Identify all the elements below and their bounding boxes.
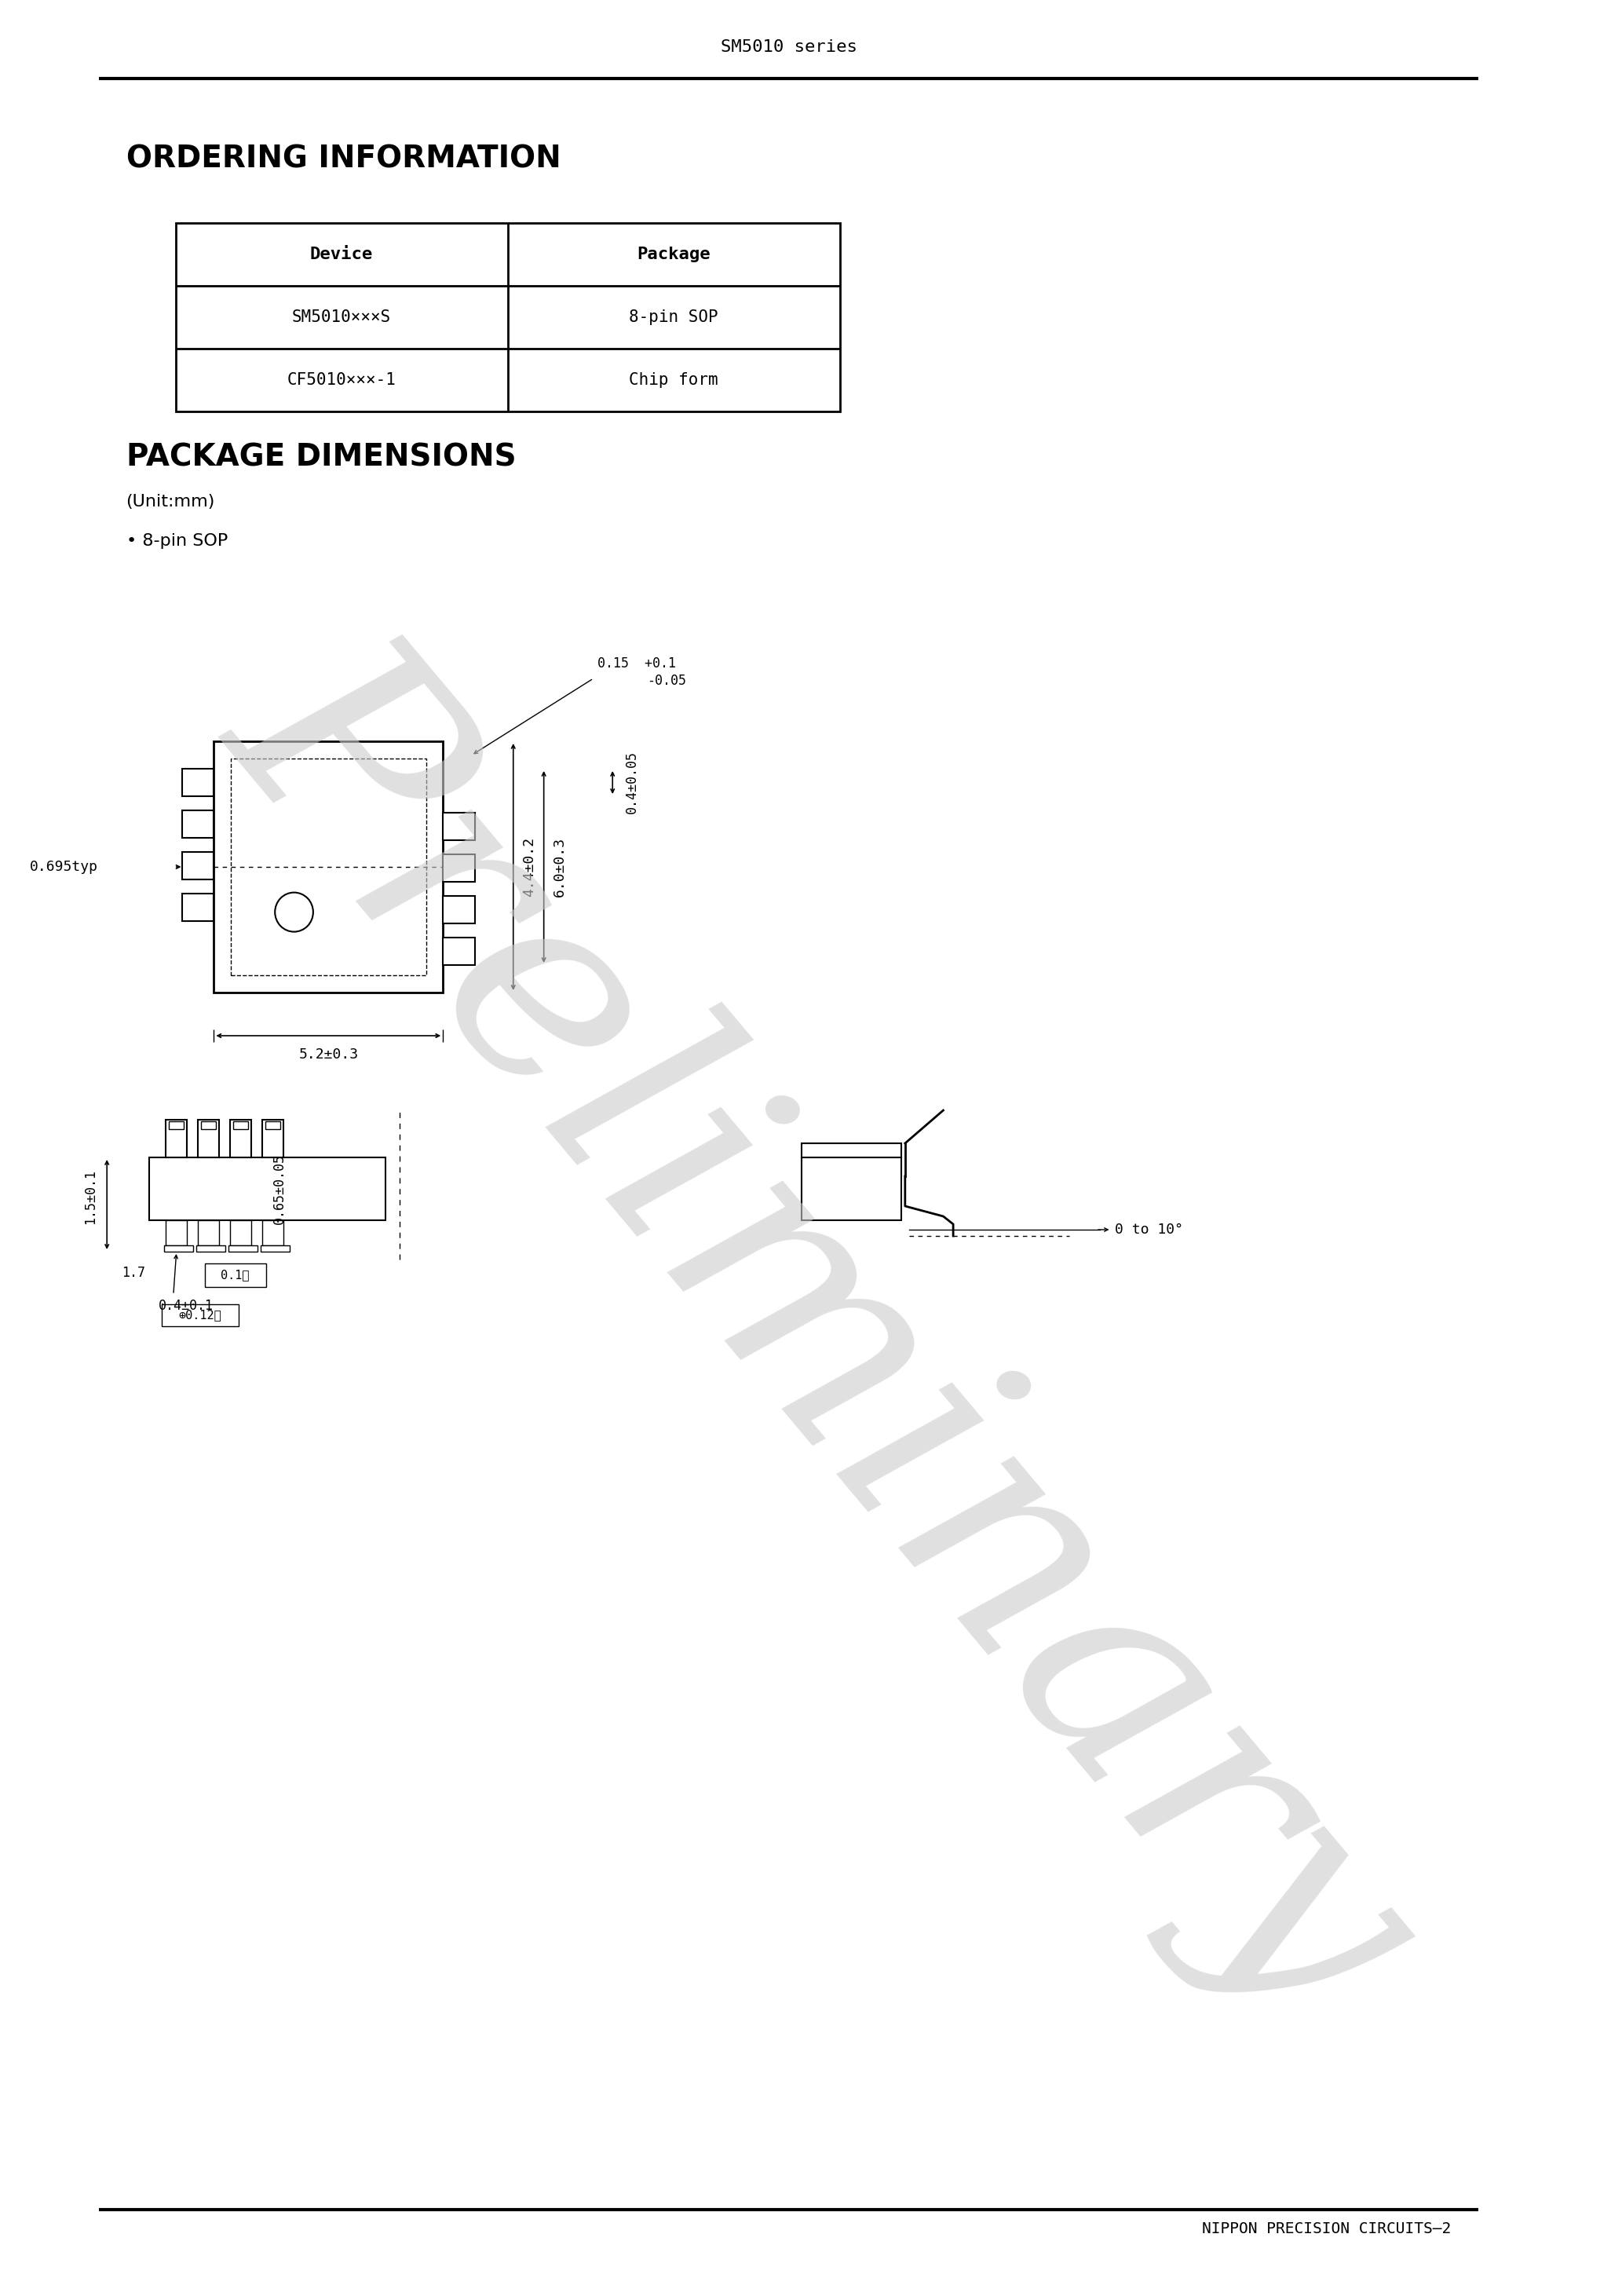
Bar (214, 742, 443, 992)
Bar (229, 1244, 258, 1251)
Text: 0 to 10°: 0 to 10° (1114, 1221, 1184, 1238)
Bar (264, 1120, 281, 1130)
Text: ORDERING INFORMATION: ORDERING INFORMATION (127, 145, 561, 174)
Text: -0.05: -0.05 (647, 673, 686, 689)
Bar (198, 1120, 219, 1157)
Bar (443, 895, 475, 923)
Text: 5.2±0.3: 5.2±0.3 (298, 1047, 358, 1061)
Text: PACKAGE DIMENSIONS: PACKAGE DIMENSIONS (127, 443, 516, 473)
Bar (230, 758, 427, 976)
Bar (198, 1219, 219, 1244)
Bar (201, 1120, 216, 1130)
Bar (443, 937, 475, 964)
Text: SM5010 series: SM5010 series (720, 39, 858, 55)
Bar (196, 1244, 225, 1251)
Text: 0.1Ⓜ: 0.1Ⓜ (221, 1270, 250, 1281)
Text: Device: Device (310, 246, 373, 262)
Text: 0.4±0.05: 0.4±0.05 (624, 751, 639, 813)
Text: 0.695typ: 0.695typ (29, 859, 97, 875)
Bar (182, 769, 214, 797)
Bar (162, 1304, 238, 1327)
Bar (182, 852, 214, 879)
Text: 0.4±0.1: 0.4±0.1 (157, 1300, 212, 1313)
Text: 1.7: 1.7 (122, 1265, 144, 1279)
Bar (164, 1244, 193, 1251)
Text: NIPPON PRECISION CIRCUITS—2: NIPPON PRECISION CIRCUITS—2 (1202, 2223, 1452, 2236)
Text: Chip form: Chip form (629, 372, 719, 388)
Text: 0.65±0.05: 0.65±0.05 (272, 1153, 285, 1224)
Bar (234, 1120, 248, 1130)
Bar (801, 1157, 902, 1219)
Text: (Unit:mm): (Unit:mm) (127, 494, 216, 510)
Text: • 8-pin SOP: • 8-pin SOP (127, 533, 227, 549)
Bar (204, 1263, 266, 1288)
Bar (182, 893, 214, 921)
Text: Package: Package (637, 246, 710, 262)
Bar (443, 813, 475, 840)
Bar (230, 1219, 251, 1244)
Bar (443, 854, 475, 882)
Bar (230, 1120, 251, 1157)
Text: 0.15  +0.1: 0.15 +0.1 (597, 657, 676, 670)
Bar (801, 1143, 902, 1157)
Bar (261, 1244, 289, 1251)
Text: 1.5±0.1: 1.5±0.1 (84, 1169, 97, 1224)
Bar (175, 223, 840, 411)
Text: CF5010×××-1: CF5010×××-1 (287, 372, 396, 388)
Text: SM5010×××S: SM5010×××S (292, 310, 391, 326)
Bar (169, 1120, 183, 1130)
Bar (165, 1219, 187, 1244)
Text: 6.0±0.3: 6.0±0.3 (553, 838, 568, 898)
Text: 4.4±0.2: 4.4±0.2 (522, 838, 537, 898)
Text: 8-pin SOP: 8-pin SOP (629, 310, 719, 326)
Text: Preliminary: Preliminary (174, 597, 1468, 2066)
Bar (165, 1120, 187, 1157)
Bar (182, 810, 214, 838)
Bar (263, 1120, 284, 1157)
Bar (263, 1219, 284, 1244)
Bar (149, 1157, 386, 1219)
Text: ⊕0.12Ⓜ: ⊕0.12Ⓜ (178, 1309, 222, 1320)
